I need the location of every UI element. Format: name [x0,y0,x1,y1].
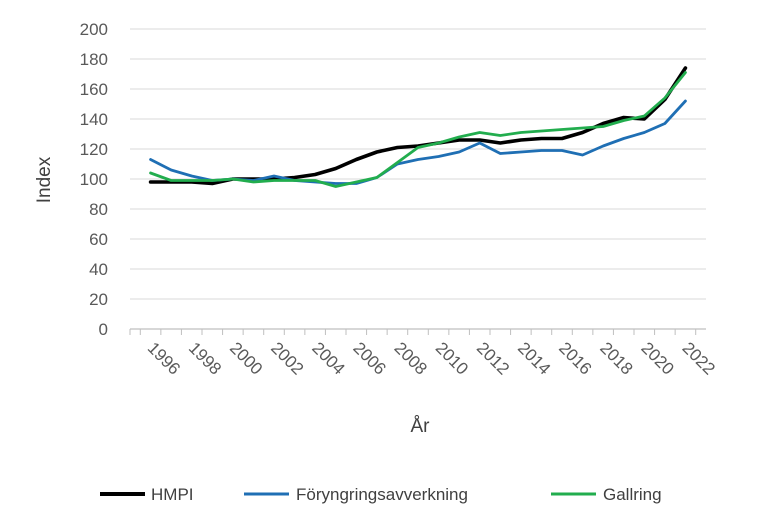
y-tick-label: 0 [99,320,108,339]
x-tick-label: 1998 [185,338,225,378]
series-lines [148,66,688,188]
x-tick-label: 2006 [349,338,389,378]
y-tick-label: 140 [80,110,108,129]
y-tick-label: 40 [89,260,108,279]
legend-label: Gallring [603,485,662,504]
x-tick-label: 2012 [473,338,513,378]
y-tick-label: 80 [89,200,108,219]
x-tick-label: 2008 [391,338,431,378]
x-tick-label: 2016 [555,338,595,378]
x-tick-label: 2014 [514,338,554,378]
x-tick-label: 2018 [596,338,636,378]
x-tick-label: 2002 [267,338,307,378]
axes [129,328,706,335]
x-axis-title: År [411,416,431,437]
y-tick-label: 160 [80,80,108,99]
y-tick-label: 100 [80,170,108,189]
y-tick-label: 200 [80,20,108,39]
legend: HMPI Föryngringsavverkning Gallring [100,485,662,504]
legend-label: HMPI [151,485,194,504]
x-tick-label: 2010 [432,338,472,378]
x-tick-label: 2000 [226,338,266,378]
y-tick-label: 180 [80,50,108,69]
y-tick-label: 60 [89,230,108,249]
x-tick-label: 2022 [679,338,719,378]
series-line-gallring [149,71,687,188]
legend-label: Föryngringsavverkning [296,485,468,504]
x-tick-label: 2020 [637,338,677,378]
y-tick-label: 20 [89,290,108,309]
x-tick-label: 2004 [308,338,348,378]
series-line-föryngringsavverkning [149,99,687,185]
x-tick-label: 1996 [144,338,184,378]
y-axis-title: Index [34,156,55,203]
gridlines [130,28,706,300]
y-tick-label: 120 [80,140,108,159]
